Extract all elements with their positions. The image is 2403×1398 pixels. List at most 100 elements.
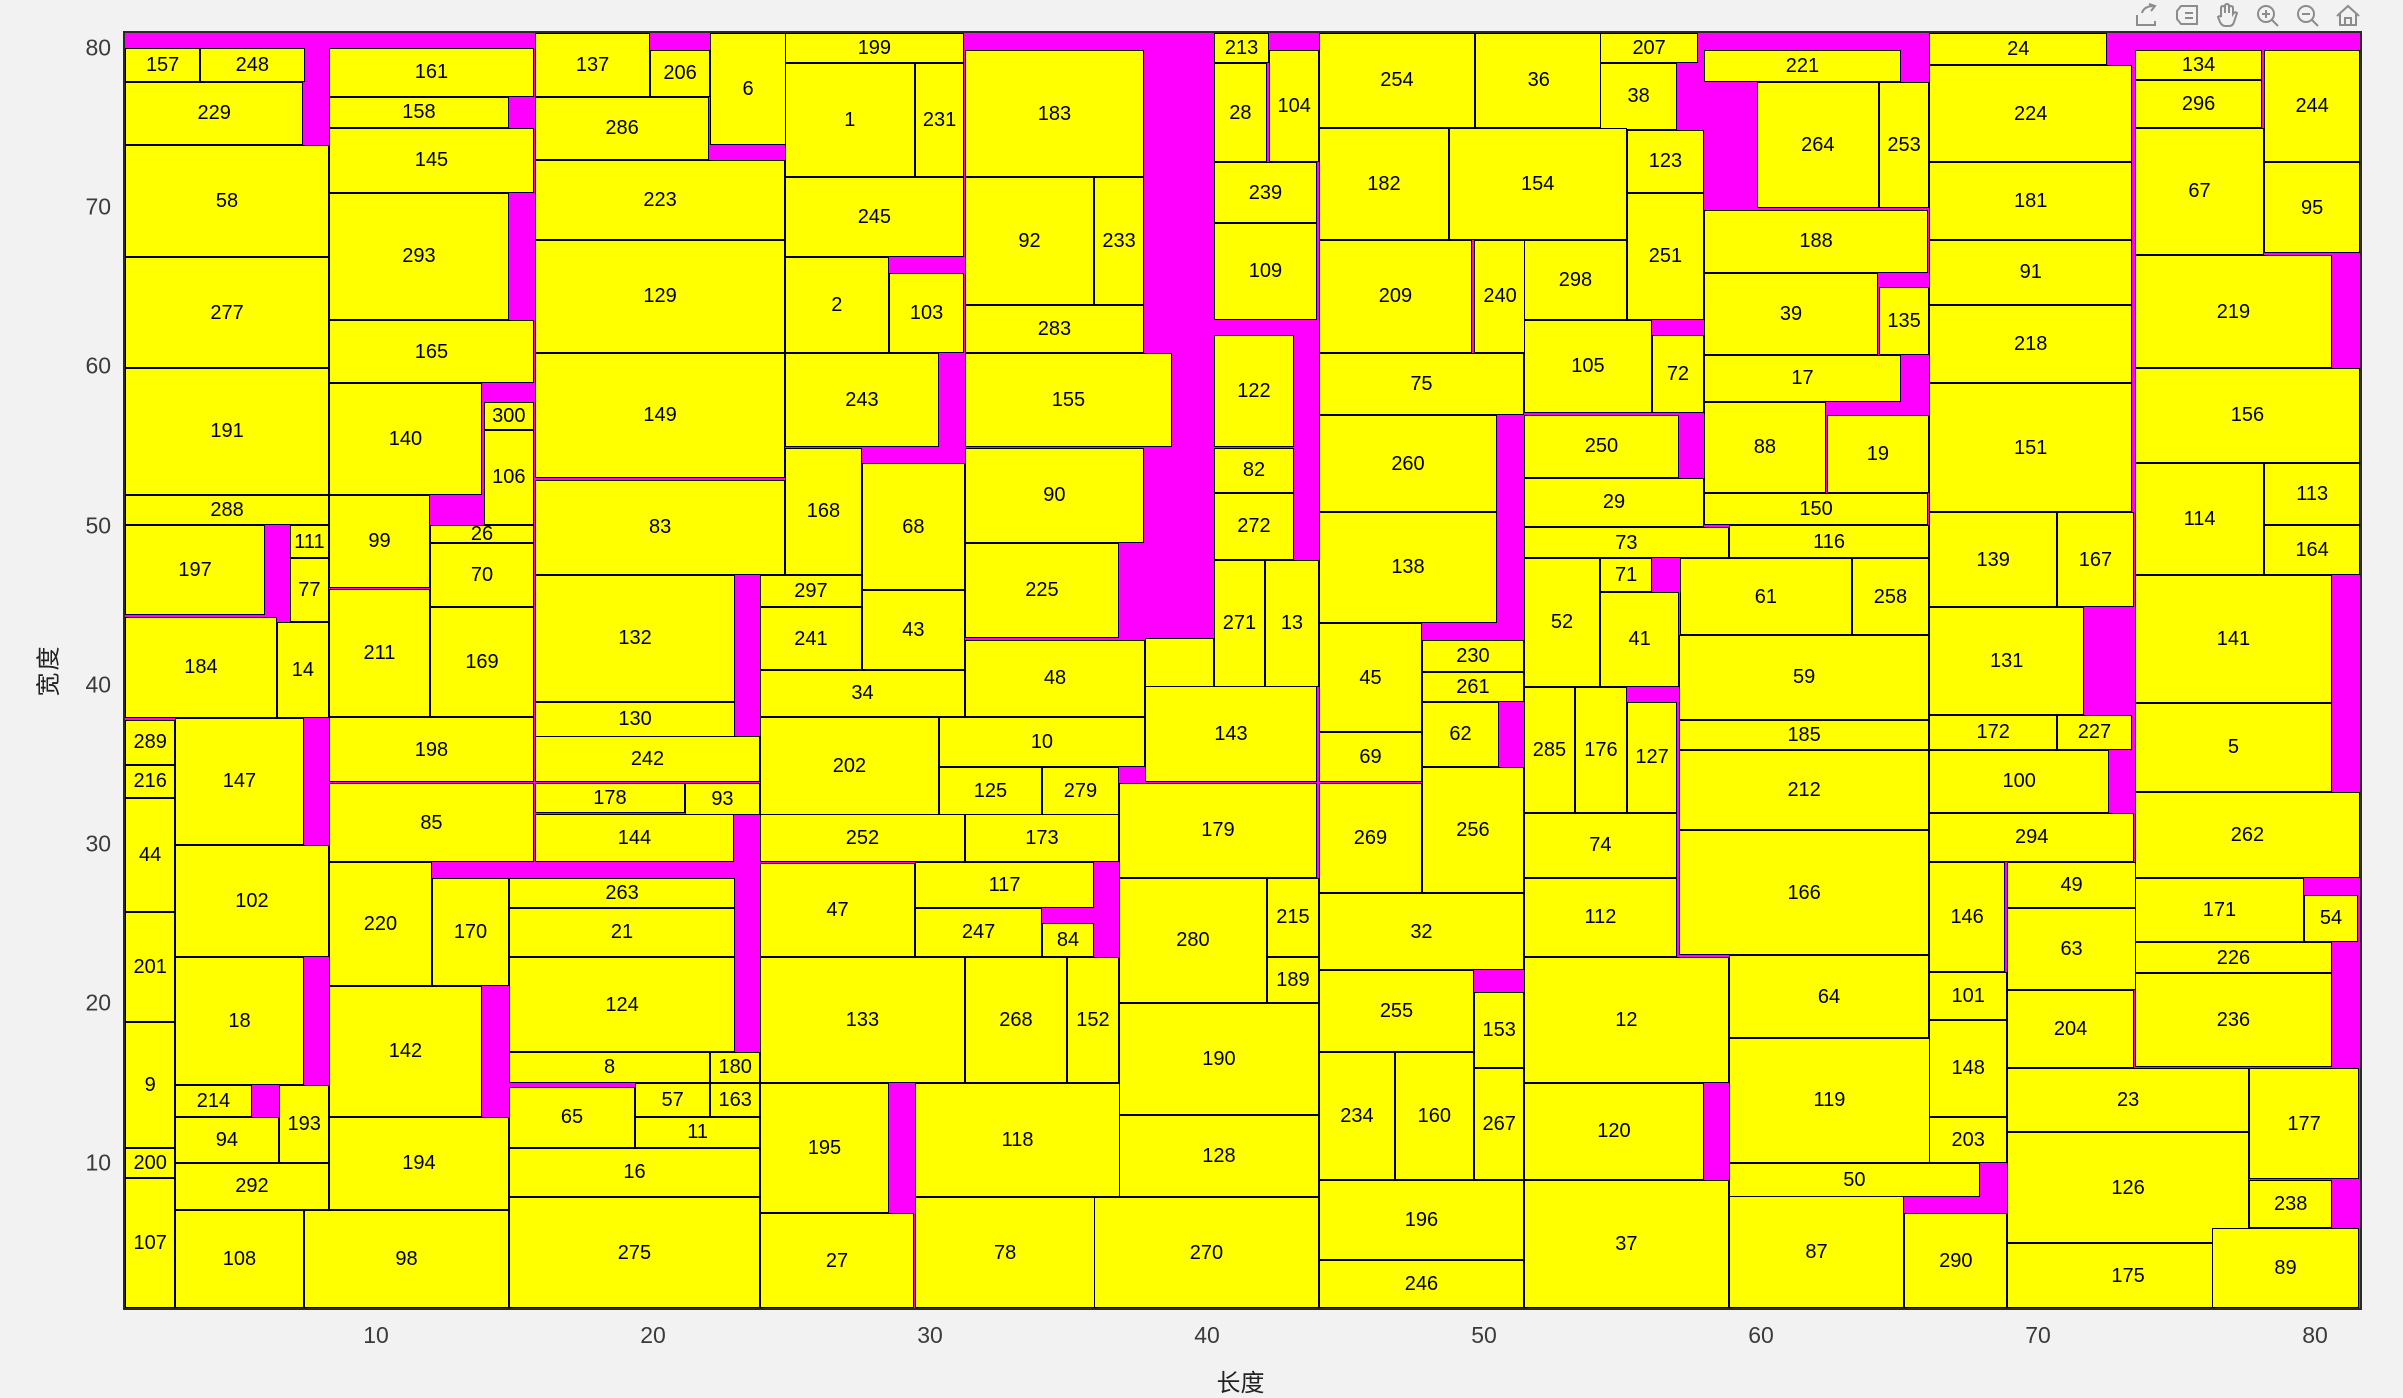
rect-label: 156 bbox=[2230, 404, 2265, 427]
packed-rect-155: 155 bbox=[964, 353, 1172, 448]
packed-rect-148: 148 bbox=[1929, 1020, 2008, 1117]
pan-icon[interactable] bbox=[2211, 2, 2245, 30]
packed-rect-2: 2 bbox=[784, 256, 889, 354]
packed-rect-34: 34 bbox=[759, 669, 965, 717]
packed-rect-261: 261 bbox=[1422, 671, 1524, 702]
rect-label: 109 bbox=[1248, 260, 1283, 283]
packed-rect-225: 225 bbox=[964, 542, 1119, 639]
packed-rect-175: 175 bbox=[2007, 1243, 2250, 1309]
rect-label: 181 bbox=[2014, 189, 2048, 212]
rect-label: 160 bbox=[1417, 1105, 1452, 1127]
packed-rect-123: 123 bbox=[1626, 130, 1704, 193]
rect-label: 211 bbox=[363, 641, 396, 664]
rect-label: 94 bbox=[215, 1128, 239, 1151]
packed-rect-49: 49 bbox=[2007, 862, 2137, 909]
rect-label: 195 bbox=[807, 1136, 842, 1159]
rect-label: 1 bbox=[844, 108, 856, 131]
zoom-in-icon[interactable] bbox=[2251, 2, 2285, 30]
packed-rect-122: 122 bbox=[1213, 335, 1295, 448]
rect-label: 67 bbox=[2188, 180, 2211, 203]
y-tick-50: 50 bbox=[85, 512, 112, 538]
home-icon[interactable] bbox=[2331, 2, 2365, 30]
packed-rect-241: 241 bbox=[759, 606, 862, 671]
rect-label: 142 bbox=[388, 1040, 423, 1063]
rect-label: 82 bbox=[1242, 459, 1266, 482]
rect-label: 220 bbox=[363, 912, 398, 935]
packed-rect-69: 69 bbox=[1318, 732, 1422, 783]
rect-label: 275 bbox=[617, 1241, 652, 1264]
rect-label: 72 bbox=[1666, 362, 1690, 385]
rect-label: 78 bbox=[993, 1241, 1017, 1264]
rect-label: 38 bbox=[1627, 85, 1650, 108]
rect-label: 131 bbox=[1990, 649, 2024, 672]
packed-rect-234: 234 bbox=[1318, 1052, 1395, 1180]
rect-label: 59 bbox=[1793, 666, 1816, 689]
rect-label: 270 bbox=[1189, 1241, 1224, 1264]
rect-label: 14 bbox=[291, 658, 315, 681]
rect-label: 95 bbox=[2301, 196, 2324, 219]
rect-label: 12 bbox=[1615, 1008, 1638, 1031]
packed-rect-32: 32 bbox=[1318, 893, 1524, 971]
rect-label: 269 bbox=[1353, 826, 1388, 849]
rect-label: 215 bbox=[1276, 906, 1310, 929]
packed-rect-161: 161 bbox=[328, 47, 534, 97]
packed-rect-107: 107 bbox=[125, 1178, 176, 1309]
export-icon[interactable] bbox=[2131, 2, 2165, 30]
rect-label: 298 bbox=[1558, 268, 1593, 291]
rect-label: 247 bbox=[961, 921, 996, 944]
rect-label: 219 bbox=[2216, 300, 2251, 323]
rect-label: 167 bbox=[2078, 548, 2113, 571]
packed-rect-114: 114 bbox=[2135, 462, 2265, 575]
rect-label: 143 bbox=[1214, 723, 1248, 746]
packed-rect-153: 153 bbox=[1474, 992, 1525, 1068]
packed-rect-269: 269 bbox=[1318, 783, 1422, 893]
packed-rect-36: 36 bbox=[1474, 33, 1603, 128]
packed-rect-207: 207 bbox=[1600, 33, 1699, 63]
packed-rect-202: 202 bbox=[759, 717, 939, 816]
packed-rect-279: 279 bbox=[1041, 766, 1119, 815]
packed-rect-173: 173 bbox=[964, 814, 1119, 862]
packed-rect-144: 144 bbox=[535, 814, 734, 862]
rect-label: 272 bbox=[1237, 515, 1271, 538]
packed-rect-37: 37 bbox=[1523, 1179, 1729, 1309]
packed-rect-84: 84 bbox=[1041, 922, 1095, 957]
rect-label: 169 bbox=[465, 650, 499, 673]
zoom-out-icon[interactable] bbox=[2291, 2, 2325, 30]
rect-label: 204 bbox=[2053, 1017, 2088, 1040]
rect-label: 296 bbox=[2181, 92, 2216, 115]
x-tick-70: 70 bbox=[2025, 1322, 2051, 1348]
x-tick-50: 50 bbox=[1471, 1322, 1497, 1348]
packed-rect-77: 77 bbox=[289, 557, 329, 622]
rect-label: 135 bbox=[1887, 309, 1921, 332]
packed-rect-247: 247 bbox=[915, 908, 1042, 957]
rect-label: 19 bbox=[1866, 442, 1890, 465]
rect-label: 132 bbox=[618, 627, 652, 650]
packed-rect-41: 41 bbox=[1600, 592, 1680, 687]
packed-rect-125: 125 bbox=[938, 766, 1042, 815]
packed-rect-10: 10 bbox=[938, 716, 1145, 767]
packed-rect-233: 233 bbox=[1094, 177, 1145, 305]
packed-rect-196: 196 bbox=[1318, 1179, 1524, 1260]
packed-rect-239: 239 bbox=[1213, 162, 1317, 224]
y-tick-20: 20 bbox=[85, 989, 112, 1016]
packed-rect-103: 103 bbox=[889, 273, 965, 354]
x-tick-40: 40 bbox=[1194, 1322, 1220, 1348]
rect-label: 127 bbox=[1635, 746, 1669, 769]
rect-label: 98 bbox=[395, 1248, 418, 1271]
packed-rect-218: 218 bbox=[1929, 304, 2133, 383]
rect-label: 277 bbox=[210, 301, 244, 324]
packed-rect-130: 130 bbox=[535, 701, 736, 737]
rect-label: 170 bbox=[453, 920, 488, 943]
packed-rect-227: 227 bbox=[2056, 714, 2132, 751]
rect-label: 85 bbox=[420, 811, 443, 834]
packed-rect-101: 101 bbox=[1929, 971, 2008, 1021]
packed-rect-120: 120 bbox=[1523, 1082, 1704, 1180]
datatip-icon[interactable] bbox=[2171, 2, 2205, 30]
rect-label: 165 bbox=[414, 340, 449, 363]
packed-rect-200: 200 bbox=[125, 1148, 176, 1179]
packed-rect-243: 243 bbox=[784, 353, 939, 448]
rect-label: 117 bbox=[988, 874, 1021, 897]
rect-label: 102 bbox=[235, 889, 269, 912]
rect-label: 93 bbox=[711, 788, 734, 810]
packed-rect-24: 24 bbox=[1929, 32, 2108, 66]
